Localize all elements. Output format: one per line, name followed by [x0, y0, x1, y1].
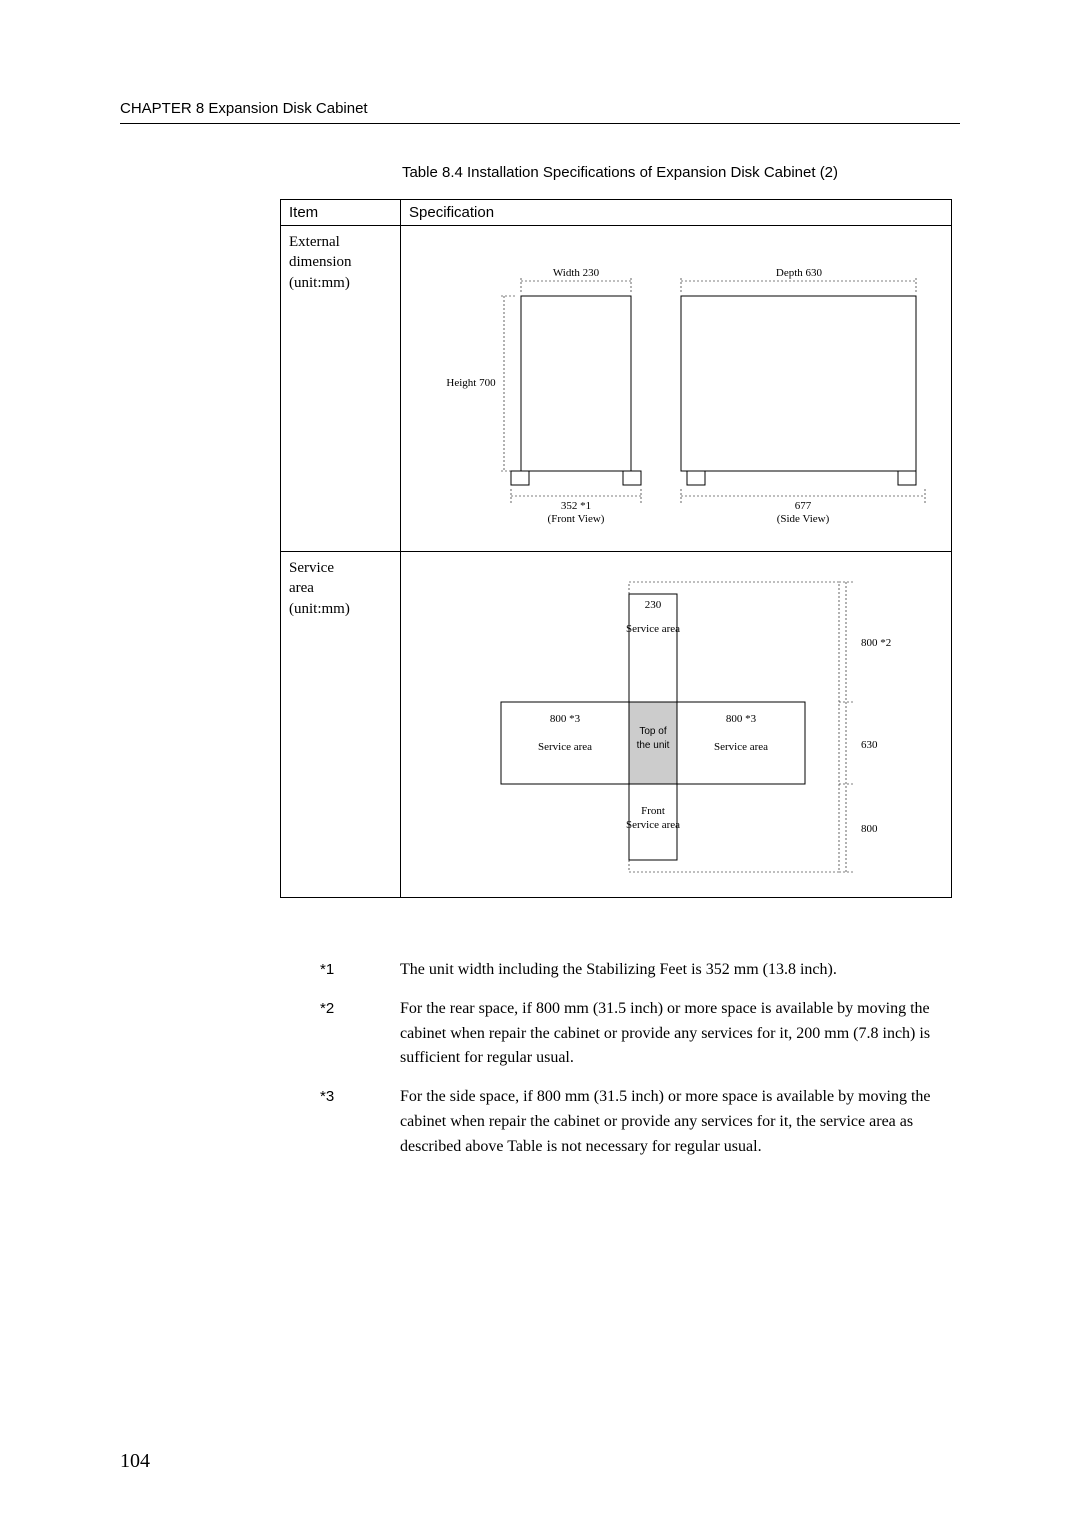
- note-3: *3 For the side space, if 800 mm (31.5 i…: [320, 1085, 960, 1159]
- height-label: Height 700: [446, 377, 496, 389]
- note-2: *2 For the rear space, if 800 mm (31.5 i…: [320, 997, 960, 1071]
- note-2-num: *2: [320, 997, 400, 1071]
- depth-label: Depth 630: [776, 267, 823, 279]
- row-service-area-label: Service area (unit:mm): [281, 552, 401, 898]
- external-dim-diagram: Width 230 Depth 630 Height 700: [401, 226, 952, 552]
- front-bottom-width: 352 *1: [561, 500, 591, 512]
- table-caption: Table 8.4 Installation Specifications of…: [280, 164, 960, 181]
- col-spec: Specification: [401, 200, 952, 226]
- note-2-text: For the rear space, if 800 mm (31.5 inch…: [400, 997, 960, 1071]
- top-width-val: 230: [645, 599, 662, 611]
- note-1-num: *1: [320, 958, 400, 983]
- service-area-diagram: 230 Service area 800 *3 Service area 800…: [401, 552, 952, 898]
- note-1-text: The unit width including the Stabilizing…: [400, 958, 837, 983]
- note-1: *1 The unit width including the Stabiliz…: [320, 958, 960, 983]
- top-service-area: Service area: [626, 623, 680, 635]
- right-val: 800 *3: [726, 713, 757, 725]
- side-view-label: (Side View): [777, 513, 830, 525]
- left-val: 800 *3: [550, 713, 581, 725]
- footnotes: *1 The unit width including the Stabiliz…: [320, 958, 960, 1160]
- chapter-header: CHAPTER 8 Expansion Disk Cabinet: [120, 100, 960, 124]
- note-3-num: *3: [320, 1085, 400, 1159]
- row-external-dim-label: External dimension (unit:mm): [281, 226, 401, 552]
- col-item: Item: [281, 200, 401, 226]
- front-view-label: (Front View): [548, 513, 605, 525]
- unit-the-unit: the unit: [637, 740, 670, 751]
- spec-table: Item Specification External dimension (u…: [280, 199, 952, 898]
- unit-top-of: Top of: [639, 726, 666, 737]
- front-label: Front: [641, 805, 665, 817]
- side-bottom-width: 677: [795, 500, 812, 512]
- dim-630: 630: [861, 739, 878, 751]
- page-number: 104: [120, 1450, 150, 1473]
- note-3-text: For the side space, if 800 mm (31.5 inch…: [400, 1085, 960, 1159]
- dim-800-2: 800 *2: [861, 637, 891, 649]
- dim-800-bottom: 800: [861, 823, 878, 835]
- left-area: Service area: [538, 741, 592, 753]
- right-area: Service area: [714, 741, 768, 753]
- front-area-label: Service area: [626, 819, 680, 831]
- width-label: Width 230: [553, 267, 600, 279]
